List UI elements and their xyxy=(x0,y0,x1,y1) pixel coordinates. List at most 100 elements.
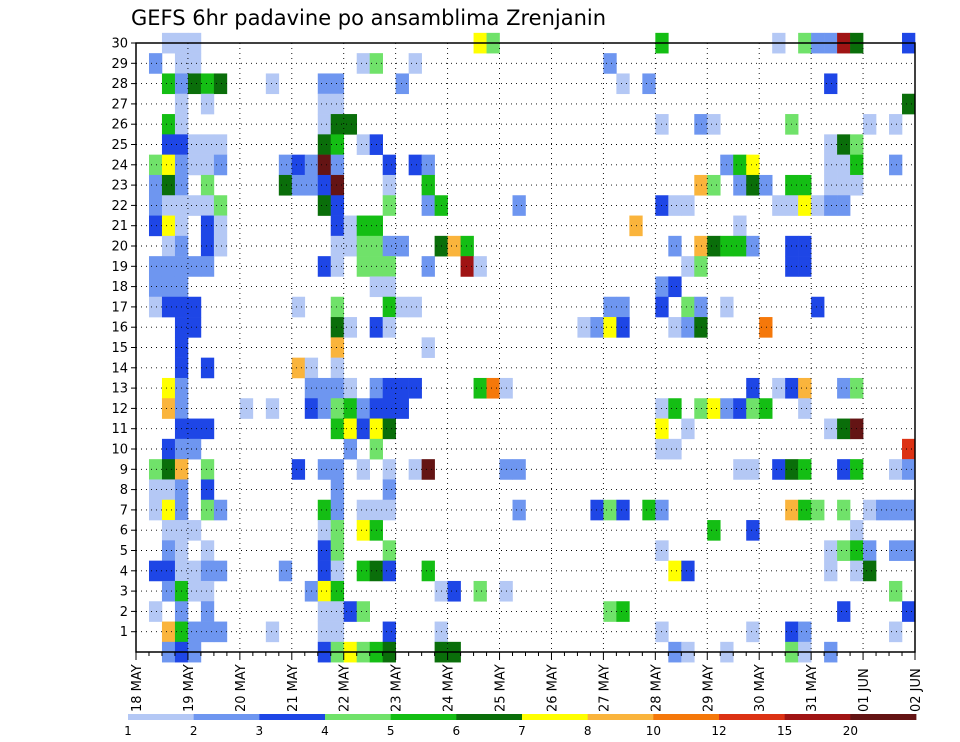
y-tick-label: 10 xyxy=(111,443,128,458)
legend-swatch xyxy=(850,714,917,720)
heatmap-cell xyxy=(694,256,708,277)
heatmap-cell xyxy=(668,317,682,338)
heatmap-cell xyxy=(317,377,332,399)
heatmap-cell xyxy=(161,398,176,419)
legend-swatch xyxy=(784,714,851,720)
heatmap-cell xyxy=(200,621,215,643)
heatmap-cell xyxy=(616,296,630,318)
heatmap-cell xyxy=(200,499,215,521)
heatmap-cell xyxy=(317,540,332,561)
y-tick-label: 13 xyxy=(111,382,128,397)
heatmap-cell xyxy=(603,53,617,74)
legend-label: 20 xyxy=(843,724,858,738)
heatmap-cell xyxy=(824,73,838,95)
heatmap-cell xyxy=(408,296,422,318)
heatmap-cell xyxy=(330,418,345,440)
heatmap-cell xyxy=(889,540,903,561)
heatmap-cell xyxy=(616,499,630,521)
heatmap-cell xyxy=(863,540,877,561)
heatmap-cell xyxy=(187,418,202,440)
heatmap-cell xyxy=(330,317,345,338)
heatmap-cell xyxy=(343,398,358,419)
heatmap-cell xyxy=(161,560,176,582)
heatmap-cell xyxy=(668,560,682,582)
y-tick-label: 15 xyxy=(111,341,128,356)
heatmap-cell xyxy=(291,357,306,379)
heatmap-cell xyxy=(473,256,487,277)
heatmap-cell xyxy=(148,479,163,501)
heatmap-cell xyxy=(395,398,409,419)
heatmap-cell xyxy=(382,621,396,643)
heatmap-cell xyxy=(356,560,370,582)
heatmap-cell xyxy=(148,174,163,196)
heatmap-cell xyxy=(213,134,228,155)
heatmap-cell xyxy=(759,174,773,196)
heatmap-cell xyxy=(187,195,202,216)
heatmap-cell xyxy=(837,601,851,622)
heatmap-cell xyxy=(213,235,228,257)
heatmap-cell xyxy=(382,174,396,196)
heatmap-cell xyxy=(382,195,396,216)
heatmap-cell xyxy=(668,438,682,460)
heatmap-cell xyxy=(824,418,838,440)
legend-label: 7 xyxy=(518,724,526,738)
heatmap-cell xyxy=(330,215,345,237)
heatmap-cell xyxy=(642,73,656,95)
heatmap-cell xyxy=(148,601,163,622)
heatmap-cell xyxy=(161,73,176,95)
heatmap-cell xyxy=(616,317,630,338)
heatmap-cell xyxy=(811,296,825,318)
legend-label: 3 xyxy=(256,724,264,738)
heatmap-cell xyxy=(330,357,345,379)
heatmap-cell xyxy=(356,134,370,155)
heatmap-cell xyxy=(382,459,396,480)
heatmap-cell xyxy=(343,438,358,460)
y-tick-label: 7 xyxy=(120,503,128,518)
heatmap-cell xyxy=(330,195,345,216)
heatmap-cell xyxy=(278,174,293,196)
heatmap-cell xyxy=(798,459,812,480)
y-tick-label: 2 xyxy=(120,605,128,620)
heatmap-cell xyxy=(837,499,851,521)
y-tick-label: 20 xyxy=(111,240,128,255)
legend-label: 6 xyxy=(453,724,461,738)
heatmap-cell xyxy=(889,459,903,480)
heatmap-cell xyxy=(148,154,163,176)
heatmap-cell xyxy=(330,560,345,582)
heatmap-cell xyxy=(798,398,812,419)
y-tick-label: 21 xyxy=(111,219,128,234)
x-tick-label: 27 MAY xyxy=(597,664,612,712)
legend-swatch xyxy=(522,714,589,720)
heatmap-cell xyxy=(746,377,760,399)
heatmap-cell xyxy=(200,560,215,582)
heatmap-cell xyxy=(330,601,345,622)
y-tick-label: 3 xyxy=(120,585,128,600)
heatmap-cell xyxy=(759,317,773,338)
y-tick-label: 26 xyxy=(111,118,128,133)
x-tick-label: 02 JUN xyxy=(909,668,924,712)
heatmap-cell xyxy=(161,438,176,460)
heatmap-cell xyxy=(616,601,630,622)
heatmap-cell xyxy=(382,479,396,501)
heatmap-cell xyxy=(746,174,760,196)
legend-label: 12 xyxy=(711,724,726,738)
heatmap-cell xyxy=(746,398,760,419)
heatmap-cell xyxy=(200,215,215,237)
heatmap-cell xyxy=(681,418,695,440)
heatmap-cell xyxy=(733,154,747,176)
heatmap-cell xyxy=(330,134,345,155)
heatmap-cell xyxy=(161,174,176,196)
heatmap-cell xyxy=(213,621,228,643)
heatmap-cell xyxy=(824,134,838,155)
heatmap-cell xyxy=(486,377,500,399)
heatmap-cell xyxy=(161,621,176,643)
heatmap-cell xyxy=(811,195,825,216)
heatmap-cell xyxy=(330,337,345,358)
heatmap-cell xyxy=(707,114,721,135)
heatmap-cell xyxy=(161,215,176,237)
heatmap-cell xyxy=(161,296,176,318)
legend-label: 10 xyxy=(646,724,661,738)
legend-swatch xyxy=(719,714,786,720)
heatmap-cell xyxy=(590,317,604,338)
x-tick-label: 23 MAY xyxy=(390,664,405,712)
